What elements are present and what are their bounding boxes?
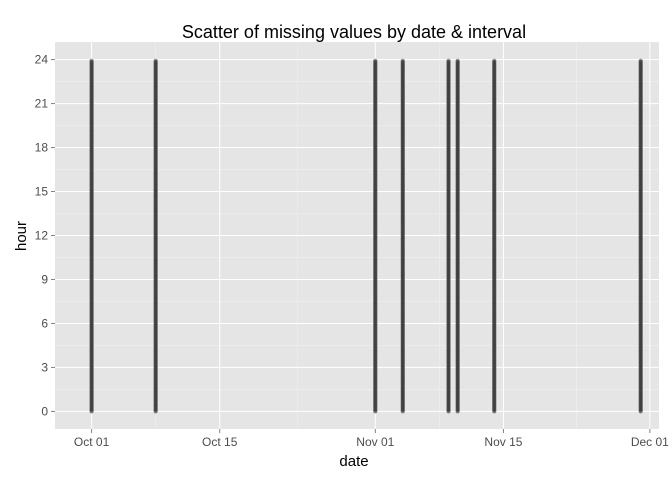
axes: 0 3 6 9 12 15 18 21 24 Oct 01 Oct 15 Nov 01 Nov 15 De… <box>35 53 670 449</box>
y-tick-label: 3 <box>41 360 48 374</box>
x-tick-label: Nov 15 <box>484 435 522 449</box>
y-axis-title: hour <box>13 221 30 251</box>
y-tick-label: 0 <box>41 404 48 418</box>
data-points <box>89 58 643 414</box>
data-point <box>373 58 378 63</box>
y-tick-label: 9 <box>41 272 48 286</box>
data-point <box>455 58 460 63</box>
data-point <box>492 58 497 63</box>
x-tick-label: Nov 01 <box>356 435 394 449</box>
data-point <box>400 58 405 63</box>
data-point <box>446 58 451 63</box>
data-point <box>638 58 643 63</box>
data-point <box>153 58 158 63</box>
x-tick-label: Oct 15 <box>202 435 238 449</box>
data-point <box>89 58 94 63</box>
x-tick-label: Oct 01 <box>74 435 110 449</box>
y-tick-label: 15 <box>35 185 49 199</box>
x-axis-title: date <box>339 453 368 470</box>
y-tick-label: 12 <box>35 229 49 243</box>
y-tick-label: 24 <box>35 53 49 67</box>
y-tick-label: 6 <box>41 316 48 330</box>
y-tick-label: 21 <box>35 97 49 111</box>
chart-title: Scatter of missing values by date & inte… <box>182 22 526 42</box>
x-tick-label: Dec 01 <box>631 435 669 449</box>
y-tick-label: 18 <box>35 141 49 155</box>
